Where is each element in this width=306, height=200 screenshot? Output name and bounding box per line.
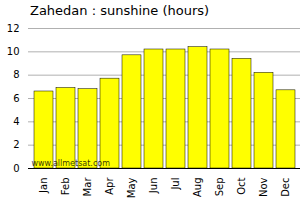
- svg-text:Aug: Aug: [192, 178, 203, 198]
- svg-text:Mar: Mar: [82, 177, 93, 197]
- svg-text:Apr: Apr: [104, 177, 115, 195]
- svg-text:0: 0: [13, 163, 19, 174]
- svg-text:www.allmetsat.com: www.allmetsat.com: [32, 159, 111, 168]
- svg-text:4: 4: [13, 116, 19, 127]
- svg-text:Jun: Jun: [148, 178, 159, 195]
- svg-text:Jul: Jul: [170, 178, 181, 191]
- svg-text:May: May: [126, 177, 137, 198]
- html-text:Zahedan : sunshine (hours): Zahedan : sunshine (hours): [30, 3, 210, 18]
- svg-text:Sep: Sep: [214, 178, 225, 197]
- svg-text:2: 2: [13, 139, 19, 150]
- svg-text:Oct: Oct: [236, 177, 247, 194]
- svg-text:6: 6: [13, 93, 19, 104]
- svg-text:Feb: Feb: [60, 178, 71, 196]
- svg-text:10: 10: [7, 46, 20, 57]
- svg-text:Nov: Nov: [258, 177, 269, 197]
- svg-text:Jan: Jan: [38, 178, 49, 194]
- svg-text:Dec: Dec: [280, 178, 291, 197]
- svg-text:8: 8: [13, 69, 19, 80]
- svg-text:12: 12: [7, 23, 20, 34]
